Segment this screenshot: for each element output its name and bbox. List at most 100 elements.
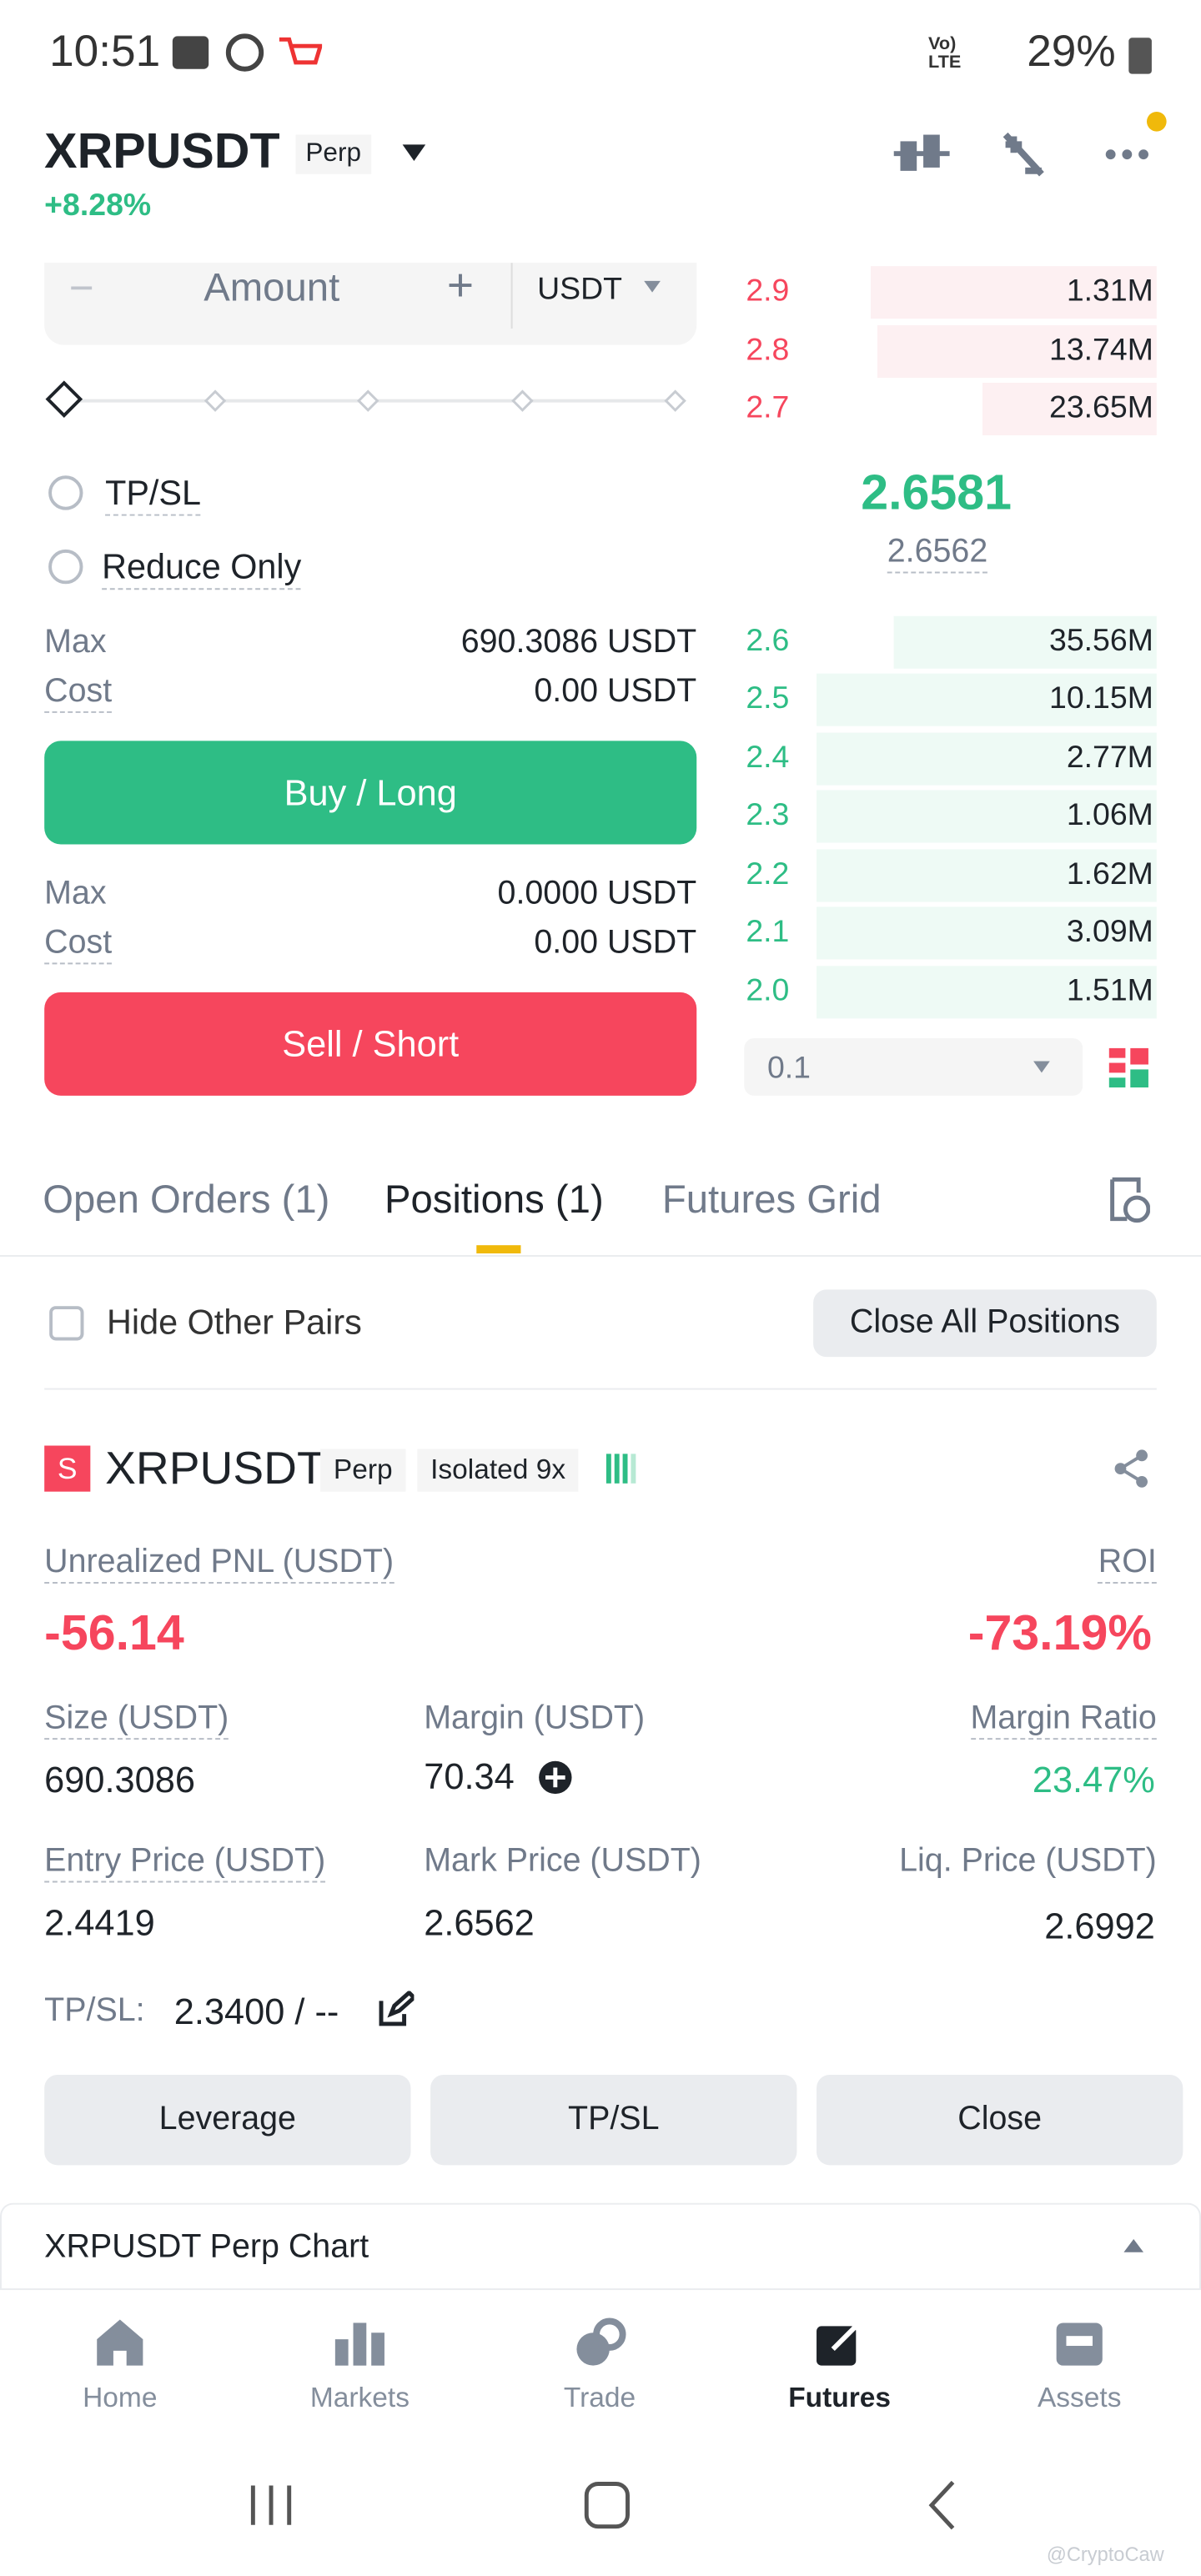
price: 2.3: [746, 798, 790, 833]
field-value: 2.6992: [1044, 1906, 1155, 1947]
precision-select[interactable]: [744, 1037, 1083, 1096]
chart-caret: [1123, 2238, 1144, 2252]
divider: [44, 1388, 1157, 1390]
depth-bar: [817, 732, 1157, 786]
slider[interactable]: [43, 378, 690, 424]
share-icon[interactable]: [1114, 1449, 1150, 1488]
depth-bar: [817, 790, 1157, 843]
checkbox[interactable]: [49, 1306, 85, 1342]
price: 2.9: [746, 274, 790, 309]
history-icon[interactable]: [1108, 1176, 1150, 1225]
position-symbol: XRPUSDT: [105, 1442, 325, 1494]
icon: [1056, 2322, 1103, 2366]
add-margin[interactable]: [537, 1760, 573, 1795]
reduce-radio[interactable]: [48, 549, 87, 588]
tpsl-radio[interactable]: [48, 475, 87, 514]
chart-bar[interactable]: [0, 2202, 1201, 2291]
precision-caret: [1033, 1061, 1050, 1073]
field-value: 2.6562: [424, 1902, 535, 1944]
book-row: 2.0 1.51M: [742, 962, 1157, 1019]
minus[interactable]: −: [68, 263, 94, 313]
precision: 0.1: [766, 1051, 811, 1087]
tab-active[interactable]: Positions (1): [384, 1178, 604, 1223]
battery-icon: [1128, 38, 1152, 74]
sell-button[interactable]: Sell / Short: [44, 992, 697, 1096]
nav-assets[interactable]: Assets: [959, 2317, 1199, 2415]
price: 2.2: [746, 857, 790, 892]
tag: Perp: [320, 1449, 406, 1492]
edit-icon[interactable]: [378, 1991, 415, 2027]
field-label: Mark Price (USDT): [424, 1843, 701, 1880]
book-row: 2.9 1.31M: [742, 263, 1157, 319]
dropdown[interactable]: [399, 141, 429, 164]
depth-bar: [893, 615, 1157, 669]
quantity: 2.77M: [1066, 741, 1153, 776]
tab[interactable]: Open Orders (1): [43, 1178, 330, 1223]
depth-bar: [877, 325, 1157, 379]
max-label: Max: [44, 875, 107, 912]
tpsl-label: TP/SL:: [44, 1992, 145, 2029]
buy-button[interactable]: Buy / Long: [44, 741, 697, 845]
quantity: 13.74M: [1049, 333, 1153, 369]
cost-label: Cost: [44, 674, 113, 713]
header-icons[interactable]: [893, 125, 1165, 184]
leverage-button[interactable]: Leverage: [44, 2074, 411, 2166]
plus[interactable]: +: [446, 259, 475, 311]
field-label: Liq. Price (USDT): [899, 1843, 1157, 1880]
field-value: 2.4419: [44, 1902, 155, 1944]
layout-toggle[interactable]: [1108, 1047, 1148, 1088]
nav-label: Assets: [1037, 2382, 1122, 2413]
icon: [334, 2322, 384, 2366]
icon: [576, 2317, 626, 2366]
price: 2.1: [746, 915, 790, 950]
system-nav: [250, 2480, 955, 2530]
tpsl-button[interactable]: TP/SL: [430, 2074, 797, 2166]
close-button[interactable]: Close: [817, 2074, 1183, 2166]
max-value: 690.3086 USDT: [460, 624, 697, 660]
cost-label: Cost: [44, 925, 113, 965]
book-row: 2.6 35.56M: [742, 613, 1157, 669]
nav-markets[interactable]: Markets: [240, 2317, 480, 2415]
roi-label: ROI: [1098, 1544, 1157, 1584]
quantity: 1.51M: [1066, 974, 1153, 1009]
quantity: 1.62M: [1066, 857, 1153, 892]
divider: [0, 1255, 1201, 1257]
quantity: 23.65M: [1049, 390, 1153, 426]
pnl-value: -56.14: [44, 1606, 184, 1661]
book-row: 2.8 13.74M: [742, 322, 1157, 379]
depth-bar: [817, 849, 1157, 902]
price: 2.7: [746, 390, 790, 426]
tab[interactable]: Futures Grid: [661, 1178, 882, 1223]
divider: [0, 2288, 1201, 2291]
field-label: Margin Ratio: [970, 1700, 1157, 1740]
side-badge: S: [44, 1445, 91, 1492]
change: +8.28%: [44, 188, 152, 223]
book-row: 2.1 3.09M: [742, 903, 1157, 960]
price: 2.8: [746, 333, 790, 369]
last-price: 2.6581: [861, 466, 1012, 521]
roi-value: -73.19%: [967, 1606, 1152, 1661]
chart-bar-title: XRPUSDT Perp Chart: [44, 2229, 369, 2266]
amount-input[interactable]: [44, 263, 697, 345]
depth-bar: [817, 966, 1157, 1019]
nav-trade[interactable]: Trade: [480, 2317, 720, 2415]
price: 2.6: [746, 624, 790, 659]
icon: [97, 2319, 143, 2366]
book-row: 2.7 23.65M: [742, 379, 1157, 436]
depth-bar: [817, 673, 1157, 726]
nav-futures[interactable]: Futures: [720, 2317, 960, 2415]
nav-label: Markets: [309, 2382, 410, 2413]
book-row: 2.5 10.15M: [742, 670, 1157, 726]
tag: Perp: [295, 134, 371, 174]
field-value: 70.34: [424, 1755, 515, 1798]
quantity: 10.15M: [1049, 681, 1153, 716]
hide-other-pairs: Hide Other Pairs: [107, 1304, 362, 1343]
symbol[interactable]: XRPUSDT: [44, 124, 280, 179]
field-label: Margin (USDT): [424, 1700, 646, 1737]
currency[interactable]: USDT: [537, 273, 623, 308]
depth-bar: [982, 382, 1157, 436]
close-all-button[interactable]: Close All Positions: [813, 1289, 1157, 1358]
book-row: 2.3 1.06M: [742, 787, 1157, 843]
nav-home[interactable]: Home: [0, 2317, 240, 2415]
